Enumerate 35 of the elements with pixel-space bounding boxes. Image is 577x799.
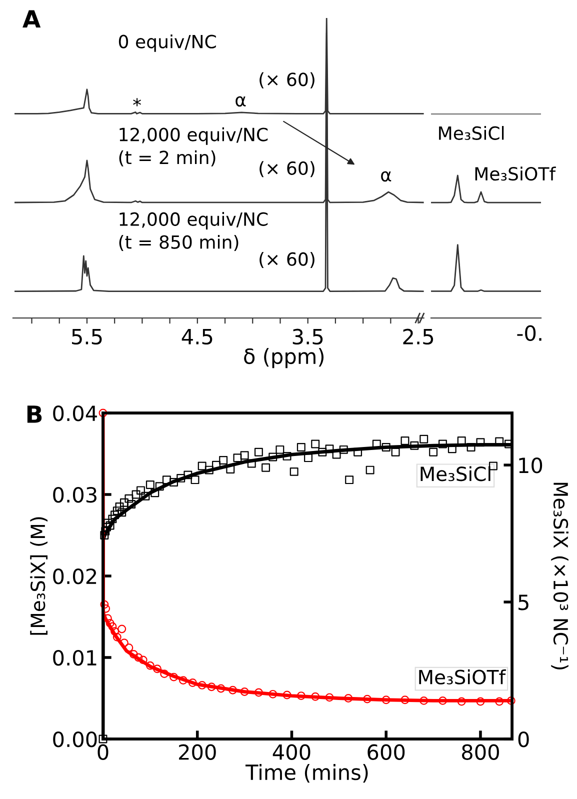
x-tick-label: 0 <box>98 744 108 760</box>
annotation: α <box>381 171 392 182</box>
y-tick-label: 0.04 <box>53 405 97 422</box>
y-tick-label: 0.01 <box>53 650 96 666</box>
x-axis-title: δ (ppm) <box>244 348 324 368</box>
annotation: (× 60) <box>260 252 314 268</box>
annotation: 12,000 equiv/NC (t = 850 min) <box>119 212 268 252</box>
series-label: Me₃SiOTf <box>419 669 506 684</box>
y-axis-title: [Me₃SiX] (M) <box>30 517 48 635</box>
annotation: Me₃SiOTf <box>475 166 556 181</box>
y-tick-label: 0.02 <box>53 568 96 584</box>
chart-title: B <box>27 406 42 423</box>
text: -0. <box>517 325 542 342</box>
y2-tick-label: 10 <box>519 458 542 474</box>
x-tick-label: 200 <box>179 744 216 760</box>
series-label: Me₃SiCl <box>420 466 490 482</box>
x-tick-label: 2.5 <box>403 328 434 345</box>
y2-tick-label: 5 <box>518 594 528 610</box>
annotation: Me₃SiCl <box>439 126 504 140</box>
x-tick-label: 400 <box>272 744 310 760</box>
annotation: 0 equiv/NC <box>118 34 216 52</box>
x-tick-label: 5.5 <box>72 329 102 345</box>
y2-axis-title: Me₃SiX (×10³ NC⁻¹) <box>551 482 568 670</box>
y-tick-label: 0.03 <box>53 486 96 503</box>
y2-tick-label: 0 <box>518 731 529 748</box>
chart-title: A <box>22 10 41 28</box>
x-tick-label: 600 <box>368 744 405 760</box>
x-tick-label: 3.5 <box>292 328 323 345</box>
x-tick-label: 800 <box>462 744 499 760</box>
y-tick-label: 0.00 <box>53 731 97 748</box>
annotation: (× 60) <box>260 72 314 88</box>
x-axis-title: Time (mins) <box>245 764 368 783</box>
annotation: * <box>133 98 142 106</box>
x-tick-label: 4.5 <box>182 329 212 345</box>
annotation: α <box>236 96 246 107</box>
